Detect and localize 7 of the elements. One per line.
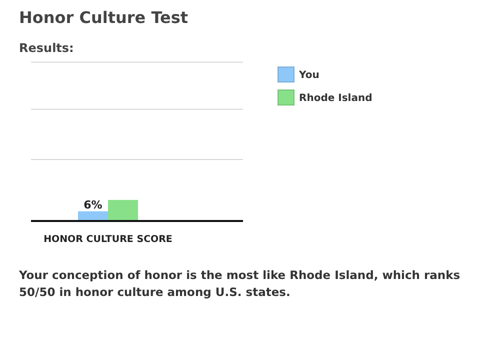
text: Your conception of honor is the most like Rhode Island, which ranks 50/50 in honor culture among U.S. states. xyxy=(19,267,462,301)
data-label: 6% xyxy=(84,198,102,212)
x-tick-label: HONOR CULTURE SCORE xyxy=(44,234,172,245)
chart-title: Honor Culture Test xyxy=(19,8,190,27)
legend-label: Rhode Island xyxy=(299,93,372,104)
legend-label: You xyxy=(298,70,320,81)
chart-subtitle: Results: xyxy=(19,41,75,55)
